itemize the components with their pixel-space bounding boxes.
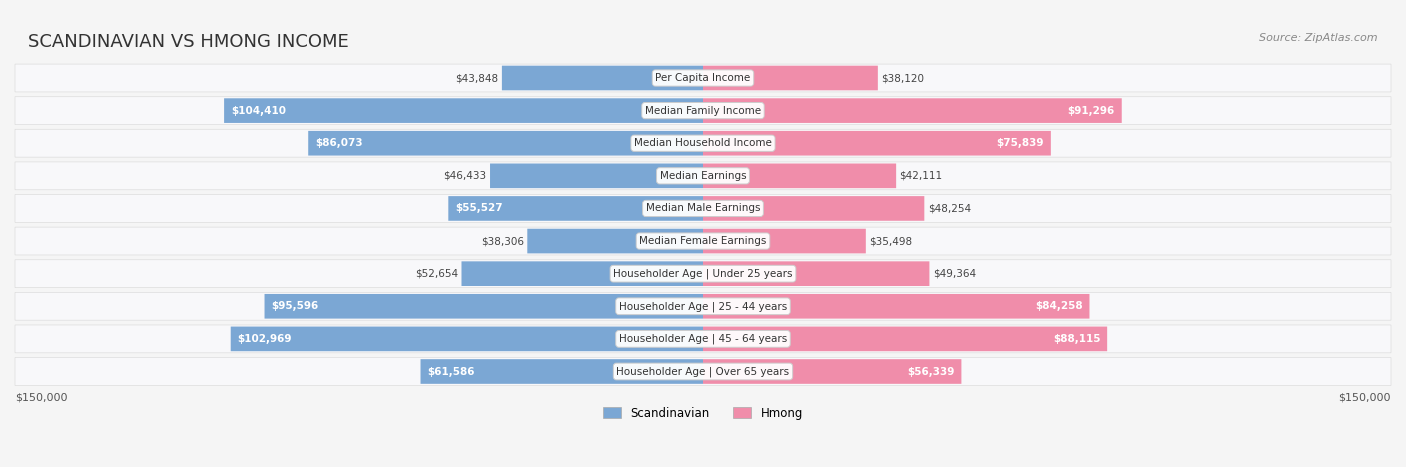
Text: $48,254: $48,254 xyxy=(928,204,972,213)
FancyBboxPatch shape xyxy=(703,66,877,90)
Text: $88,115: $88,115 xyxy=(1053,334,1101,344)
Text: $52,654: $52,654 xyxy=(415,269,458,279)
Text: Median Male Earnings: Median Male Earnings xyxy=(645,204,761,213)
FancyBboxPatch shape xyxy=(15,97,1391,125)
FancyBboxPatch shape xyxy=(703,163,896,188)
FancyBboxPatch shape xyxy=(231,326,703,351)
Text: Householder Age | Over 65 years: Householder Age | Over 65 years xyxy=(616,366,790,377)
Text: $86,073: $86,073 xyxy=(315,138,363,148)
FancyBboxPatch shape xyxy=(15,162,1391,190)
FancyBboxPatch shape xyxy=(224,98,703,123)
FancyBboxPatch shape xyxy=(15,292,1391,320)
Text: Source: ZipAtlas.com: Source: ZipAtlas.com xyxy=(1260,33,1378,42)
Text: $56,339: $56,339 xyxy=(907,367,955,376)
Text: $102,969: $102,969 xyxy=(238,334,292,344)
Text: $61,586: $61,586 xyxy=(427,367,475,376)
FancyBboxPatch shape xyxy=(703,98,1122,123)
FancyBboxPatch shape xyxy=(703,196,924,221)
Text: $46,433: $46,433 xyxy=(443,171,486,181)
FancyBboxPatch shape xyxy=(15,129,1391,157)
Text: $49,364: $49,364 xyxy=(932,269,976,279)
Text: $55,527: $55,527 xyxy=(456,204,503,213)
FancyBboxPatch shape xyxy=(502,66,703,90)
Text: Median Household Income: Median Household Income xyxy=(634,138,772,148)
Text: Householder Age | Under 25 years: Householder Age | Under 25 years xyxy=(613,269,793,279)
Text: Median Family Income: Median Family Income xyxy=(645,106,761,116)
Text: $75,839: $75,839 xyxy=(997,138,1045,148)
FancyBboxPatch shape xyxy=(449,196,703,221)
Legend: Scandinavian, Hmong: Scandinavian, Hmong xyxy=(599,402,807,425)
FancyBboxPatch shape xyxy=(420,359,703,384)
Text: $150,000: $150,000 xyxy=(15,393,67,403)
FancyBboxPatch shape xyxy=(703,326,1107,351)
Text: Per Capita Income: Per Capita Income xyxy=(655,73,751,83)
FancyBboxPatch shape xyxy=(264,294,703,318)
FancyBboxPatch shape xyxy=(15,358,1391,385)
Text: Median Female Earnings: Median Female Earnings xyxy=(640,236,766,246)
Text: $38,120: $38,120 xyxy=(882,73,924,83)
Text: $104,410: $104,410 xyxy=(231,106,285,116)
Text: $150,000: $150,000 xyxy=(1339,393,1391,403)
FancyBboxPatch shape xyxy=(491,163,703,188)
Text: $43,848: $43,848 xyxy=(456,73,499,83)
FancyBboxPatch shape xyxy=(15,325,1391,353)
Text: $35,498: $35,498 xyxy=(869,236,912,246)
FancyBboxPatch shape xyxy=(15,227,1391,255)
FancyBboxPatch shape xyxy=(703,359,962,384)
Text: SCANDINAVIAN VS HMONG INCOME: SCANDINAVIAN VS HMONG INCOME xyxy=(28,33,349,51)
FancyBboxPatch shape xyxy=(461,262,703,286)
FancyBboxPatch shape xyxy=(703,229,866,254)
FancyBboxPatch shape xyxy=(308,131,703,156)
Text: $95,596: $95,596 xyxy=(271,301,319,311)
FancyBboxPatch shape xyxy=(15,195,1391,222)
FancyBboxPatch shape xyxy=(15,64,1391,92)
FancyBboxPatch shape xyxy=(703,262,929,286)
Text: $38,306: $38,306 xyxy=(481,236,524,246)
FancyBboxPatch shape xyxy=(15,260,1391,288)
Text: Median Earnings: Median Earnings xyxy=(659,171,747,181)
Text: $42,111: $42,111 xyxy=(900,171,942,181)
Text: Householder Age | 25 - 44 years: Householder Age | 25 - 44 years xyxy=(619,301,787,311)
Text: $84,258: $84,258 xyxy=(1035,301,1083,311)
Text: $91,296: $91,296 xyxy=(1067,106,1115,116)
Text: Householder Age | 45 - 64 years: Householder Age | 45 - 64 years xyxy=(619,333,787,344)
FancyBboxPatch shape xyxy=(703,294,1090,318)
FancyBboxPatch shape xyxy=(703,131,1050,156)
FancyBboxPatch shape xyxy=(527,229,703,254)
